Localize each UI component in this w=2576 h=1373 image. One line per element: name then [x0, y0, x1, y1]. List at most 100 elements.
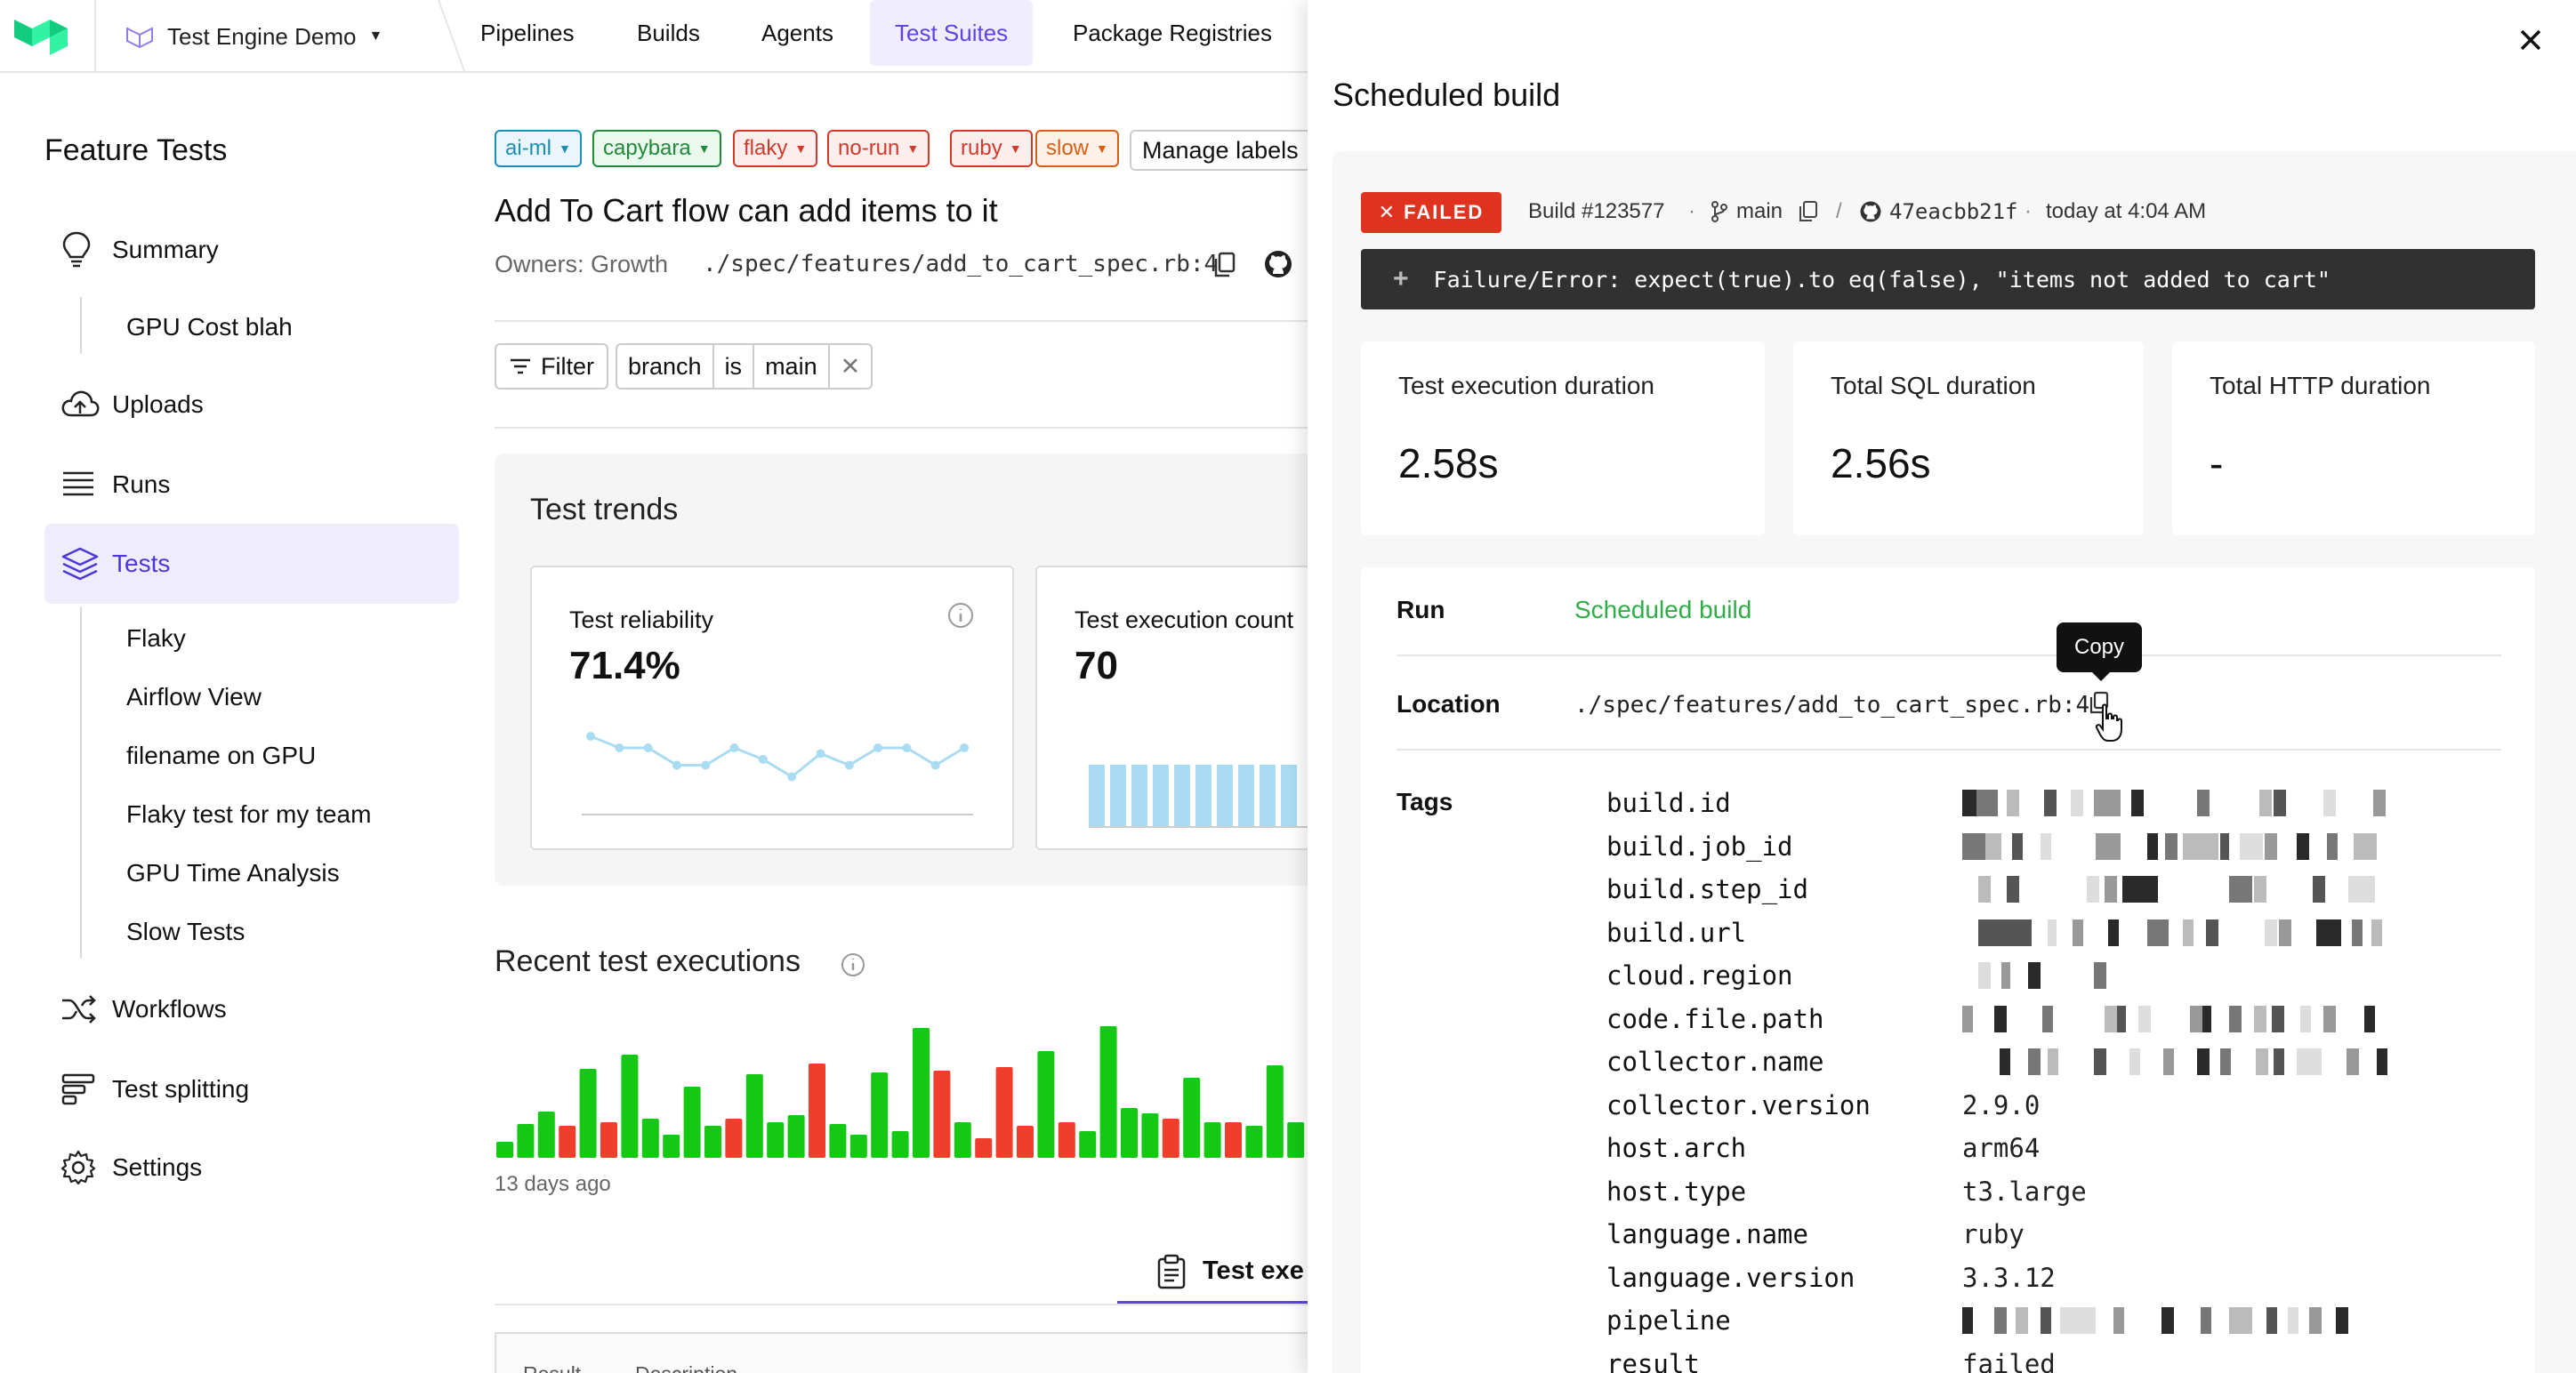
org-name: Test Engine Demo [167, 22, 357, 50]
copy-icon[interactable] [2087, 690, 2112, 717]
tag-key: build.id [1606, 788, 1731, 818]
sidebar-sub-flaky[interactable]: Flaky [126, 624, 186, 652]
x-icon: ✕ [1378, 201, 1397, 223]
sidebar-sub-flaky-test-team[interactable]: Flaky test for my team [126, 800, 372, 828]
filter-label: Filter [541, 352, 594, 380]
sidebar-sub-filename-on-gpu[interactable]: filename on GPU [126, 742, 317, 769]
stat-card-http-duration: Total HTTP duration - [2172, 341, 2535, 535]
github-icon[interactable] [1263, 249, 1293, 279]
column-header-result[interactable]: Result [523, 1362, 581, 1373]
reliability-point [701, 760, 711, 770]
org-switcher[interactable]: Test Engine Demo ▼ [94, 0, 423, 73]
sidebar-label: Uploads [112, 390, 204, 418]
nav-tab-package-registries[interactable]: Package Registries [1073, 19, 1272, 46]
sidebar-label: Test splitting [112, 1075, 250, 1103]
execution-bar [537, 1112, 555, 1158]
caret-down-icon: ▼ [1009, 141, 1022, 156]
nav-tab-pipelines[interactable]: Pipelines [480, 19, 575, 46]
reliability-point [672, 760, 681, 770]
execution-bar [1225, 1122, 1242, 1158]
test-path: ./spec/features/add_to_cart_spec.rb:4 [703, 251, 1219, 277]
sidebar-sub-airflow-view[interactable]: Airflow View [126, 683, 262, 711]
label-tag[interactable]: ai-ml ▼ [495, 130, 582, 167]
sidebar-item-summary[interactable]: Summary [44, 210, 459, 290]
reliability-line [590, 735, 965, 779]
stat-value: 2.58s [1398, 440, 1499, 486]
label-tag[interactable]: no-run ▼ [827, 130, 930, 167]
reliability-point [960, 743, 969, 752]
close-icon[interactable] [2507, 16, 2555, 64]
reliability-point [586, 732, 595, 741]
tag-value: 3.3.12 [1962, 1262, 2056, 1293]
top-navigation: Test Engine Demo ▼ Pipelines Builds Agen… [0, 0, 1308, 73]
remove-filter-icon[interactable]: ✕ [827, 343, 873, 389]
nav-tab-agents[interactable]: Agents [761, 19, 833, 46]
buildkite-logo[interactable] [12, 16, 69, 55]
reliability-point [643, 743, 653, 752]
divider [1397, 749, 2501, 751]
plus-icon[interactable]: + [1393, 264, 1409, 293]
nav-tab-test-suites[interactable]: Test Suites [870, 0, 1034, 66]
label-text: ai-ml [505, 136, 551, 160]
label-tag[interactable]: flaky ▼ [733, 130, 818, 167]
branch[interactable]: main [1710, 199, 1820, 224]
filter-field[interactable]: branch [616, 343, 714, 389]
reliability-point [873, 743, 883, 752]
execution-count-label: Test execution count [1075, 606, 1294, 633]
filter-value[interactable]: main [753, 343, 830, 389]
label-text: slow [1046, 136, 1090, 160]
reliability-point [615, 743, 624, 752]
label-tag[interactable]: capybara ▼ [592, 130, 721, 167]
sidebar-item-runs[interactable]: Runs [44, 445, 459, 525]
execution-bar [1121, 1108, 1138, 1158]
sidebar-label: Summary [112, 236, 219, 263]
pointer-cursor-icon [2094, 703, 2124, 743]
org-icon [125, 25, 155, 48]
location-value: ./spec/features/add_to_cart_spec.rb:4 [1574, 692, 2090, 719]
sidebar-item-test-splitting[interactable]: Test splitting [44, 1049, 459, 1129]
filter-button[interactable]: Filter [495, 343, 608, 389]
chart-start-label: 13 days ago [495, 1172, 611, 1196]
sidebar-item-tests[interactable]: Tests [44, 524, 459, 604]
error-message-box[interactable]: + Failure/Error: expect(true).to eq(fals… [1361, 249, 2535, 309]
manage-labels-button[interactable]: Manage labels [1130, 130, 1311, 171]
copy-icon[interactable] [1212, 251, 1238, 279]
filter-operator[interactable]: is [712, 343, 755, 389]
label-tag[interactable]: ruby ▼ [950, 130, 1033, 167]
sidebar-sub-slow-tests[interactable]: Slow Tests [126, 918, 246, 945]
sidebar-label: Settings [112, 1153, 203, 1181]
sidebar-item-settings[interactable]: Settings [44, 1128, 459, 1208]
build-number[interactable]: Build #123577 [1528, 199, 1665, 223]
count-bar [1238, 765, 1254, 827]
sidebar-sub-gpu-time[interactable]: GPU Time Analysis [126, 859, 340, 887]
reliability-label: Test reliability [569, 606, 714, 633]
git-branch-icon [1710, 200, 1729, 223]
label-tag[interactable]: slow ▼ [1035, 130, 1119, 167]
tags-label: Tags [1397, 788, 1453, 815]
execution-bar [1287, 1122, 1305, 1158]
divider [495, 427, 1308, 429]
copy-icon[interactable] [1797, 199, 1820, 224]
nav-tab-builds[interactable]: Builds [637, 19, 700, 46]
sidebar-item-workflows[interactable]: Workflows [44, 969, 459, 1049]
caret-down-icon: ▼ [794, 141, 808, 156]
sidebar-sub-gpu-cost[interactable]: GPU Cost blah [126, 313, 293, 341]
redacted-tag-value [1962, 1307, 2398, 1334]
column-header-description[interactable]: Description [635, 1362, 737, 1373]
count-bar [1281, 765, 1297, 827]
stat-label: Test execution duration [1398, 372, 1654, 399]
tree-line [80, 297, 82, 354]
execution-bar [725, 1119, 743, 1158]
commit[interactable]: 47eacbb21f [1859, 199, 2018, 224]
sidebar-item-uploads[interactable]: Uploads [44, 365, 459, 445]
separator-dot: · [1688, 199, 1695, 223]
recent-executions-chart [496, 1026, 1305, 1158]
tab-test-executions[interactable]: Test exe [1117, 1241, 1308, 1305]
info-icon[interactable] [840, 951, 866, 978]
info-icon[interactable] [946, 601, 975, 630]
details-card [1361, 567, 2535, 1373]
run-link[interactable]: Scheduled build [1574, 596, 1752, 623]
divider [495, 320, 1308, 322]
divider [1397, 654, 2501, 656]
caret-down-icon: ▼ [906, 141, 920, 156]
